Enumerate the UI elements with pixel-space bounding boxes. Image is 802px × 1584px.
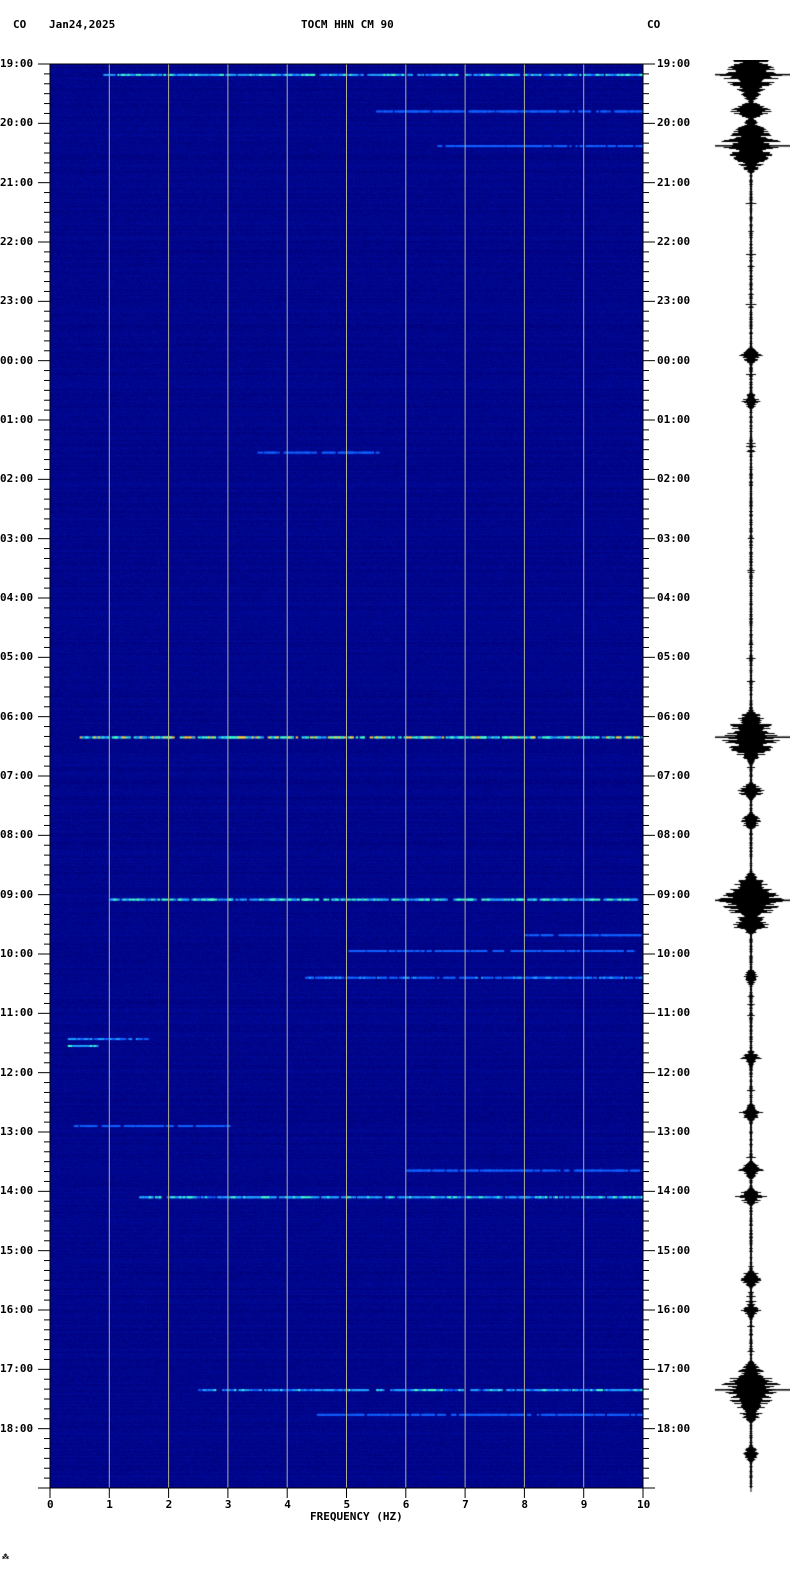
y-tick-label-left: 10:00 — [0, 947, 34, 960]
y-tick-label-left: 00:00 — [0, 353, 34, 367]
x-tick-label: 9 — [580, 1498, 588, 1511]
y-tick-label-right: 23:00 — [657, 294, 691, 308]
y-tick-label-right: 01:00 — [657, 413, 691, 426]
y-tick-label-left: 09:00 — [0, 887, 34, 901]
date-label: Jan24,2025 — [49, 18, 116, 31]
y-tick-label-left: 14:00 — [0, 1184, 34, 1198]
x-tick-label: 3 — [224, 1498, 232, 1511]
y-tick-label-right: 03:00 — [657, 531, 691, 545]
seismogram-trace — [700, 60, 790, 1500]
x-tick-label: 5 — [343, 1498, 351, 1511]
y-tick-label-right: 13:00 — [657, 1125, 691, 1138]
y-tick-label-left: 21:00 — [0, 175, 34, 189]
x-tick-label: 2 — [165, 1498, 173, 1511]
y-tick-label-right: 21:00 — [657, 175, 691, 189]
y-tick-label-right: 10:00 — [657, 947, 691, 960]
y-tick-label-right: 12:00 — [657, 1065, 691, 1079]
x-tick-label: 10 — [637, 1498, 651, 1511]
y-tick-label-left: 01:00 — [0, 413, 34, 426]
x-tick-label: 1 — [106, 1498, 113, 1511]
footer-mark: ⁂ — [2, 1553, 9, 1561]
y-tick-label-right: 14:00 — [657, 1184, 691, 1198]
y-tick-label-right: 17:00 — [657, 1362, 691, 1376]
y-tick-label-left: 03:00 — [0, 531, 34, 545]
y-tick-label-right: 20:00 — [657, 116, 691, 130]
y-tick-label-left: 18:00 — [0, 1421, 34, 1435]
y-tick-label-left: 05:00 — [0, 650, 34, 664]
y-tick-label-right: 07:00 — [657, 769, 691, 782]
y-tick-label-right: 08:00 — [657, 828, 691, 842]
x-tick-label: 7 — [462, 1498, 469, 1511]
y-tick-label-right: 11:00 — [657, 1006, 691, 1020]
y-tick-label-left: 04:00 — [0, 591, 34, 604]
y-tick-label-left: 02:00 — [0, 472, 34, 486]
y-tick-label-left: 13:00 — [0, 1125, 34, 1138]
x-axis-label: FREQUENCY (HZ) — [310, 1510, 403, 1523]
y-tick-label-right: 16:00 — [657, 1303, 691, 1316]
y-tick-label-left: 06:00 — [0, 709, 34, 723]
left-network-code: CO — [13, 18, 27, 31]
x-tick-label: 0 — [47, 1498, 54, 1511]
y-tick-label-left: 07:00 — [0, 769, 34, 782]
y-tick-label-right: 15:00 — [657, 1243, 691, 1257]
x-tick-label: 4 — [284, 1498, 291, 1511]
x-tick-label: 6 — [402, 1498, 410, 1511]
y-tick-label-left: 20:00 — [0, 116, 34, 130]
y-tick-label-right: 04:00 — [657, 591, 691, 604]
y-tick-label-right: 18:00 — [657, 1421, 691, 1435]
y-tick-label-left: 17:00 — [0, 1362, 34, 1376]
y-tick-label-left: 15:00 — [0, 1243, 34, 1257]
y-tick-label-left: 22:00 — [0, 235, 34, 248]
y-tick-label-left: 11:00 — [0, 1006, 34, 1020]
y-tick-label-left: 12:00 — [0, 1065, 34, 1079]
y-tick-label-right: 06:00 — [657, 709, 691, 723]
y-tick-label-right: 09:00 — [657, 887, 691, 901]
y-tick-label-left: 16:00 — [0, 1303, 34, 1316]
y-tick-label-left: 08:00 — [0, 828, 34, 842]
right-network-code: CO — [647, 18, 661, 31]
y-tick-label-left: 23:00 — [0, 294, 34, 308]
x-tick-label: 8 — [521, 1498, 529, 1511]
y-tick-label-left: 19:00 — [0, 57, 34, 70]
y-tick-label-right: 22:00 — [657, 235, 691, 248]
y-tick-label-right: 19:00 — [657, 57, 691, 70]
chart-title: TOCM HHN CM 90 — [301, 18, 394, 31]
y-tick-label-right: 00:00 — [657, 353, 691, 367]
y-tick-label-right: 05:00 — [657, 650, 691, 664]
y-tick-label-right: 02:00 — [657, 472, 691, 486]
